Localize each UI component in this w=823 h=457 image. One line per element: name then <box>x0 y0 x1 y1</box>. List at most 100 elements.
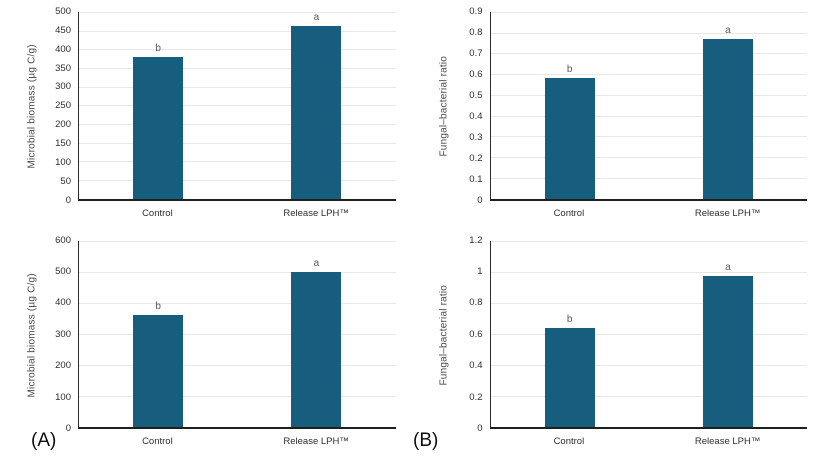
gridline <box>490 115 807 117</box>
gridline <box>79 67 396 69</box>
y-axis-title: Fungal–bacterial ratio <box>438 55 449 157</box>
x-category-label: Release LPH™ <box>694 207 761 219</box>
gridline <box>79 333 396 335</box>
y-tick-label: 100 <box>55 391 71 403</box>
y-tick-label: 0 <box>65 423 71 434</box>
y-tick-label: 0.6 <box>469 68 483 80</box>
y-tick-label: 400 <box>55 43 71 55</box>
bar-slot: b <box>491 12 649 199</box>
bar-control <box>133 56 184 199</box>
y-tick-label: 0.5 <box>469 89 483 101</box>
y-axis-tick-labels: 0 100 200 300 400 500 600 <box>40 235 78 434</box>
y-tick-label: 1 <box>477 265 483 277</box>
gridline <box>490 333 807 335</box>
y-tick-label: 0.2 <box>469 152 483 164</box>
y-tick-label: 0.9 <box>469 6 483 17</box>
y-axis-title: Microbial biomass (µg C/g) <box>26 272 38 397</box>
significance-letter: b <box>566 313 573 325</box>
bar-slot: b <box>491 241 649 427</box>
x-category-label: Control <box>553 207 585 219</box>
y-tick-label: 450 <box>55 24 71 36</box>
y-tick-label: 0.4 <box>469 110 483 122</box>
y-tick-label: 0.7 <box>469 47 483 59</box>
bar-release-lph <box>291 26 342 199</box>
chart-panel-bottom-right-fungal-bacterial-ratio: Fungal–bacterial ratio 0 0.2 0.4 0.6 0.8 1 1.2… <box>412 229 823 457</box>
y-tick-label: 250 <box>55 100 71 112</box>
bar-slot: a <box>649 12 807 199</box>
gridline <box>79 105 396 107</box>
y-axis-title: Microbial biomass (µg C/g) <box>26 44 38 169</box>
panel-label-b: (B) <box>413 430 439 451</box>
y-tick-label: 100 <box>55 156 71 168</box>
x-axis-category-labels: Control Release LPH™ <box>78 429 396 453</box>
y-tick-label: 0.8 <box>469 297 483 309</box>
x-category-label: Control <box>553 436 585 447</box>
bar-slot: a <box>237 12 395 199</box>
significance-letter: a <box>725 262 731 274</box>
x-category-label: Control <box>142 207 173 219</box>
gridline <box>490 177 807 179</box>
chart-panel-bottom-left-microbial-biomass: Microbial biomass (µg C/g) 0 100 200 300 400… <box>0 229 412 457</box>
bar-slot: b <box>79 12 237 199</box>
bar-slot: a <box>237 241 395 427</box>
y-tick-label: 0.8 <box>469 26 483 38</box>
gridline <box>79 302 396 304</box>
bar-slot: b <box>79 241 237 427</box>
gridline <box>79 12 396 13</box>
bar-control <box>544 327 595 427</box>
y-tick-label: 0.6 <box>469 328 483 340</box>
gridline <box>79 395 396 397</box>
x-category-label: Release LPH™ <box>283 436 349 447</box>
significance-letter: a <box>313 257 320 269</box>
bar-release-lph <box>702 38 753 199</box>
y-axis-title: Fungal–bacterial ratio <box>438 284 449 386</box>
y-tick-label: 0 <box>477 194 483 206</box>
y-tick-label: 350 <box>55 62 71 74</box>
y-tick-label: 0 <box>477 423 483 434</box>
y-tick-label: 400 <box>55 297 71 309</box>
y-tick-label: 300 <box>55 328 71 340</box>
y-tick-label: 500 <box>55 265 71 277</box>
gridline <box>490 271 807 273</box>
x-category-label: Control <box>142 436 173 447</box>
significance-letter: a <box>313 12 320 23</box>
bar-slot: a <box>649 241 807 427</box>
y-tick-label: 0.3 <box>469 131 483 143</box>
chart-panel-top-left-microbial-biomass: Microbial biomass (µg C/g) 0 50 100 150 200 2… <box>0 0 412 229</box>
y-tick-label: 0 <box>65 194 71 206</box>
gridline <box>490 302 807 304</box>
gridline <box>490 136 807 138</box>
bar-control <box>133 315 184 427</box>
bar-control <box>544 78 595 199</box>
y-axis-tick-labels: 0 50 100 150 200 250 300 350 400 450 500 <box>40 7 78 206</box>
significance-letter: a <box>725 24 731 36</box>
y-tick-label: 0.2 <box>469 391 483 403</box>
panel-label-a: (A) <box>31 430 57 451</box>
y-tick-label: 0.1 <box>469 173 483 185</box>
x-axis-category-labels: Control Release LPH™ <box>78 201 396 225</box>
gridline <box>79 49 396 51</box>
gridline <box>490 395 807 397</box>
gridline <box>490 32 807 34</box>
significance-letter: b <box>155 301 161 313</box>
gridline <box>79 179 396 181</box>
significance-letter: b <box>566 64 573 76</box>
y-tick-label: 1.2 <box>469 234 483 246</box>
y-tick-label: 300 <box>55 81 71 93</box>
gridline <box>79 271 396 273</box>
gridline <box>79 86 396 88</box>
y-tick-label: 150 <box>55 137 71 149</box>
significance-letter: b <box>155 42 161 54</box>
y-tick-label: 50 <box>60 175 71 187</box>
gridline <box>490 157 807 159</box>
y-axis-tick-labels: 0 0.1 0.2 0.3 0.4 0.5 0.6 0.7 0.8 0.9 <box>452 7 490 206</box>
gridline <box>79 240 396 242</box>
x-axis-category-labels: Control Release LPH™ <box>490 201 808 225</box>
